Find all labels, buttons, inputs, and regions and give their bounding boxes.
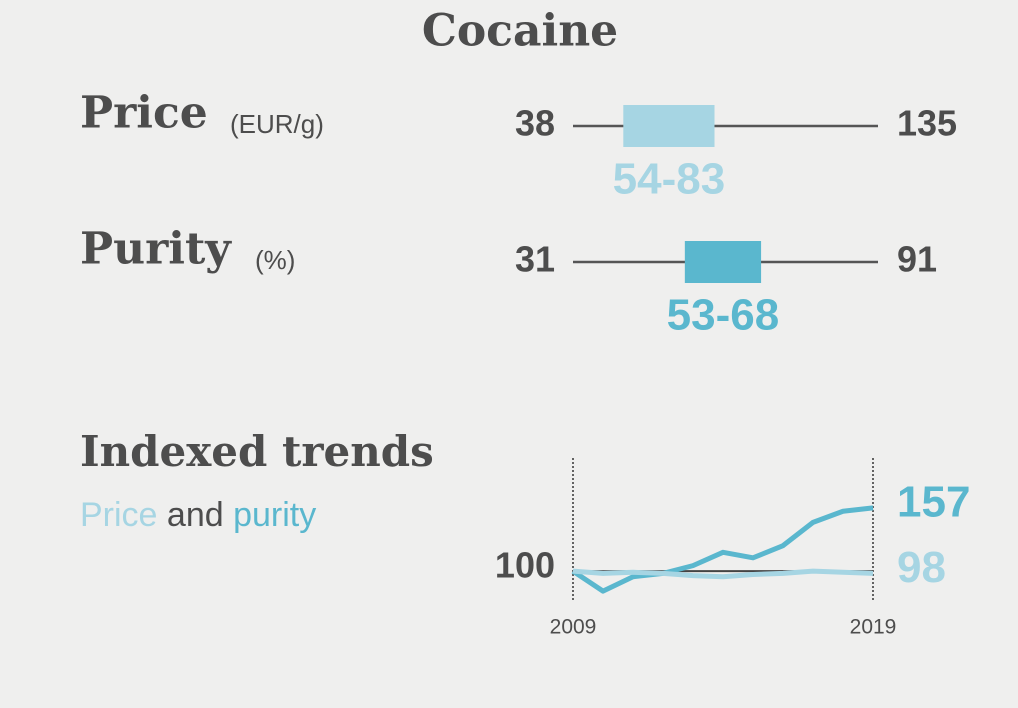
- y-tick-label: 100: [495, 545, 555, 586]
- x-tick-label: 2009: [550, 616, 597, 639]
- range-max: 135: [897, 103, 957, 144]
- title: Cocaine: [422, 6, 618, 57]
- range-max: 91: [897, 239, 937, 280]
- range-min: 31: [515, 239, 555, 280]
- end-label: 98: [897, 543, 946, 592]
- series-line: [572, 568, 874, 580]
- series-line: [571, 505, 874, 594]
- row-unit: (%): [255, 245, 295, 275]
- row-label: Price: [80, 88, 208, 139]
- range-box: [684, 241, 762, 283]
- range-label: 53-68: [667, 291, 780, 340]
- row-unit: (EUR/g): [230, 109, 324, 139]
- range-label: 54-83: [613, 155, 726, 204]
- chart-title: Indexed trends: [80, 427, 434, 476]
- range-min: 38: [515, 103, 555, 144]
- chart-subtitle: Price and purity: [80, 496, 316, 534]
- end-label: 157: [897, 478, 970, 527]
- range-box: [623, 105, 715, 147]
- x-tick-label: 2019: [850, 616, 897, 639]
- legend-entry: Price: [80, 496, 157, 534]
- legend-entry: purity: [233, 496, 316, 534]
- subtitle-joiner: and: [167, 496, 224, 534]
- row-label: Purity: [80, 224, 232, 275]
